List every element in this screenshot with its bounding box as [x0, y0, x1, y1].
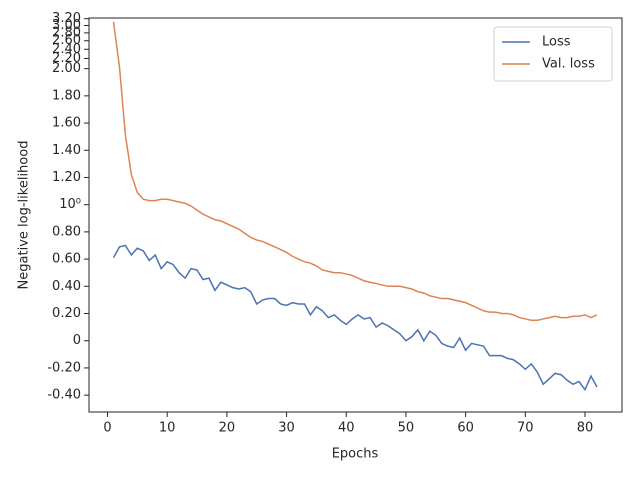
y-tick-label: 0.80: [52, 224, 81, 239]
x-axis-label: Epochs: [332, 447, 379, 462]
x-tick-label: 30: [278, 421, 295, 436]
y-tick-label: 10⁰: [59, 197, 81, 212]
y-tick-label: -0.20: [47, 360, 81, 375]
x-tick-label: 20: [219, 421, 236, 436]
x-tick-label: 0: [103, 421, 111, 436]
y-tick-label: -0.40: [47, 388, 81, 403]
x-tick-label: 50: [398, 421, 415, 436]
x-tick-label: 60: [457, 421, 474, 436]
y-tick-label: 3.20: [52, 11, 81, 26]
axes-frame: [88, 17, 623, 413]
x-tick-label: 40: [338, 421, 355, 436]
data-line: [112, 21, 598, 322]
legend-label: Val. loss: [542, 57, 595, 72]
y-tick-label: 2.20: [52, 51, 81, 66]
y-tick-label: 0.60: [52, 252, 81, 267]
y-tick-label: 2.60: [52, 33, 81, 48]
x-tick-label: 80: [577, 421, 594, 436]
x-tick-label: 70: [517, 421, 534, 436]
y-tick-label: 2.80: [52, 25, 81, 40]
y-tick-label: 1.80: [52, 88, 81, 103]
y-tick-label: 1.60: [52, 116, 81, 131]
y-tick-label: 1.20: [52, 170, 81, 185]
y-tick-label: 0.20: [52, 306, 81, 321]
x-tick-label: 10: [159, 421, 176, 436]
y-tick-label: 0.40: [52, 279, 81, 294]
y-axis-label: Negative log-likelihood: [17, 141, 32, 290]
y-tick-label: 2.40: [52, 42, 81, 57]
y-tick-label: 3.00: [52, 18, 81, 33]
data-line: [112, 244, 598, 392]
legend-box: [493, 26, 613, 82]
y-tick-label: 2.00: [52, 61, 81, 76]
y-tick-label: 1.40: [52, 143, 81, 158]
y-tick-label: 0: [73, 333, 81, 348]
legend-label: Loss: [542, 35, 571, 50]
